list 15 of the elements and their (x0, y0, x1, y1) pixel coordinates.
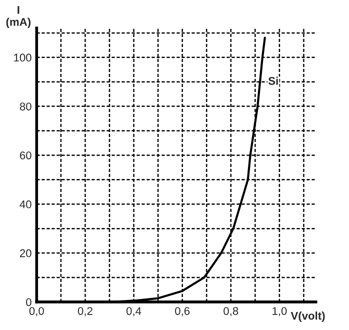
x-tick-label: 0,0 (29, 307, 44, 316)
y-tick-label: 0 (26, 298, 32, 306)
x-axis-title: V(volt) (290, 312, 325, 322)
annotation: Si (268, 76, 278, 85)
x-tick-label: 0,2 (78, 307, 92, 316)
x-tick-label: 1,0 (272, 307, 287, 316)
x-tick-label: 0,8 (224, 307, 238, 316)
y-tick-label: 20 (20, 249, 32, 258)
x-tick-label: 0,4 (126, 307, 142, 316)
x-tick-label: 0,6 (175, 307, 190, 316)
y-tick-label: 80 (20, 102, 32, 110)
y-axis-title: I (mA) (6, 6, 31, 28)
y-tick-label: 60 (20, 151, 32, 160)
y-tick-label: 100 (14, 54, 32, 62)
y-tick-label: 40 (20, 200, 32, 208)
